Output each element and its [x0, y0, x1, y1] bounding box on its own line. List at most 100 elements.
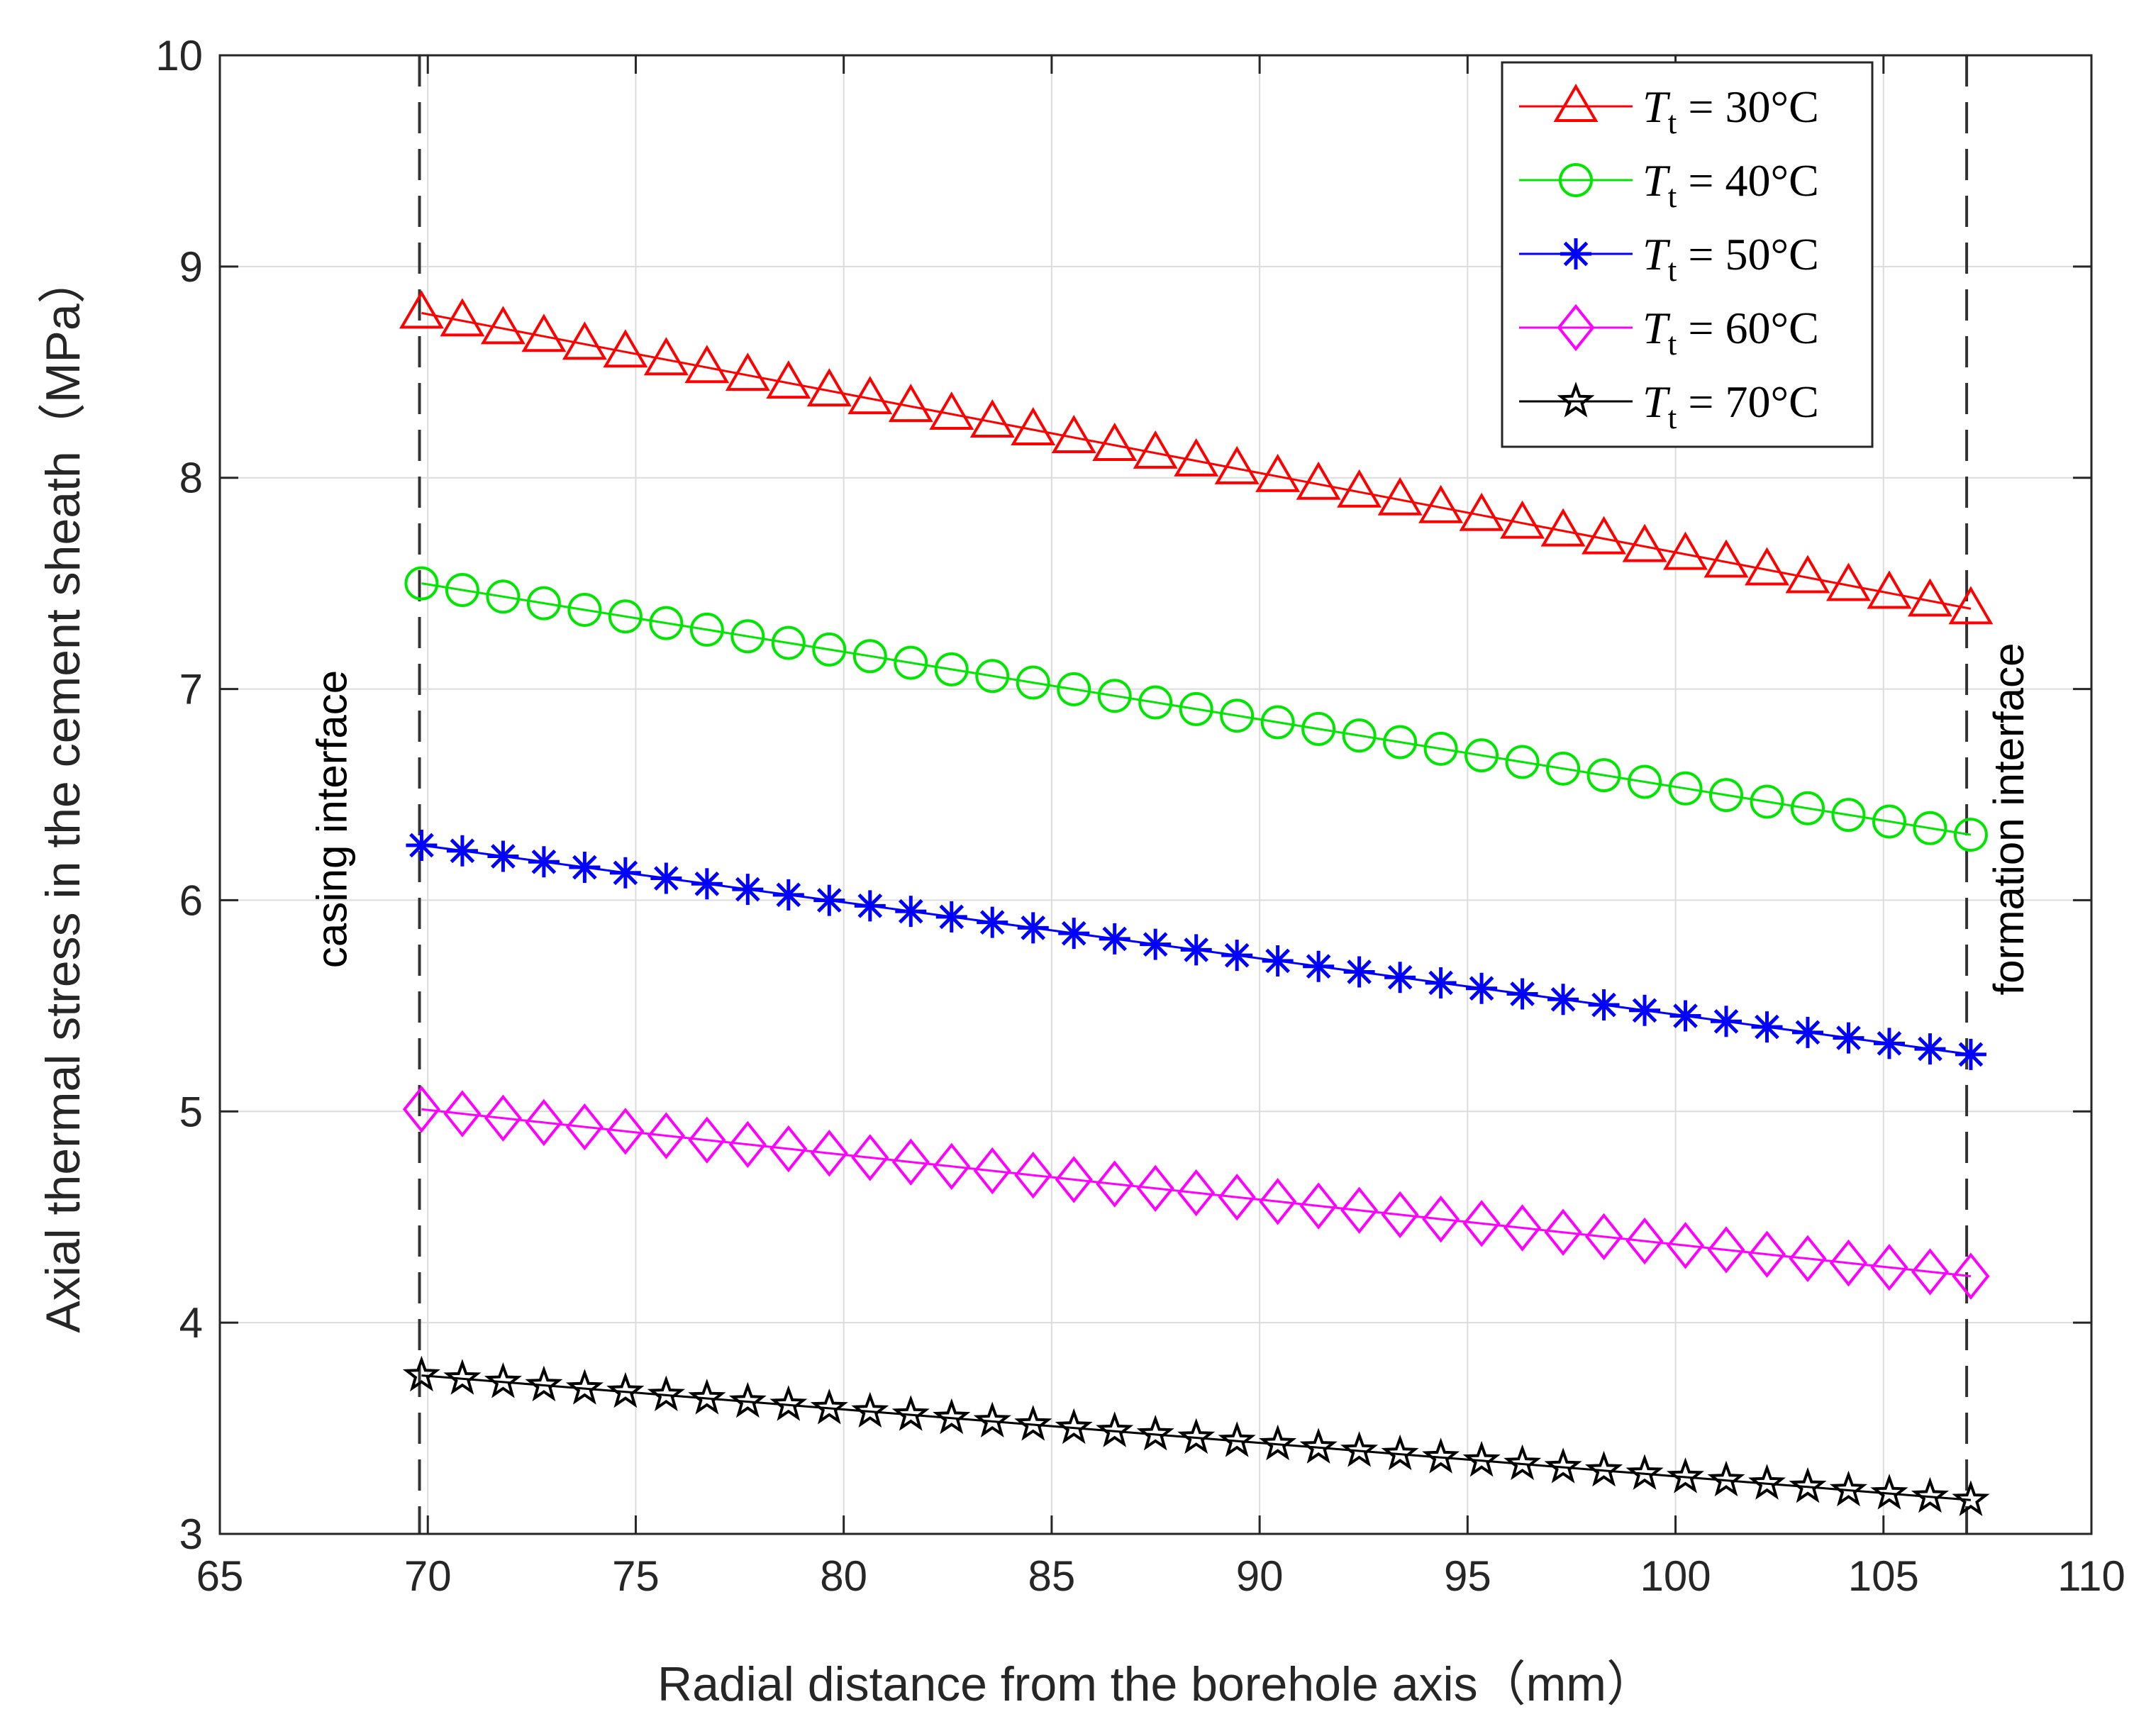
data-point [484, 1094, 522, 1142]
data-point [1584, 1213, 1623, 1261]
data-point [730, 619, 765, 654]
data-point [1628, 764, 1662, 799]
data-point [1180, 934, 1212, 966]
data-point [643, 337, 689, 376]
data-point [1177, 1169, 1216, 1217]
data-point [1707, 1226, 1745, 1274]
legend-marker [1557, 304, 1595, 352]
data-point [1748, 1464, 1786, 1500]
data-point [1418, 484, 1464, 523]
data-point [1504, 1444, 1542, 1481]
data-point [1096, 1160, 1134, 1208]
data-point [1500, 500, 1545, 539]
data-point [1459, 492, 1504, 531]
y-tick-label: 8 [179, 455, 203, 502]
data-point [606, 1371, 645, 1408]
data-point [688, 1116, 726, 1164]
data-point [1544, 1208, 1582, 1256]
data-point [1384, 962, 1416, 994]
data-point [1218, 1421, 1256, 1457]
data-point [1177, 1418, 1216, 1454]
y-axis-ticks: 3 4 5 6 7 8 9 10 [155, 32, 2091, 1558]
data-point [1506, 978, 1538, 1010]
data-point [1544, 1447, 1582, 1484]
data-point [977, 906, 1008, 938]
data-point [446, 835, 478, 867]
data-point [688, 1379, 726, 1415]
data-point [1789, 1467, 1827, 1503]
data-point [969, 399, 1015, 438]
data-point [929, 391, 974, 430]
data-point [1255, 453, 1301, 492]
data-point [1751, 1011, 1783, 1043]
data-point [1540, 508, 1586, 547]
data-point [404, 566, 439, 601]
data-point [526, 586, 561, 621]
data-point [528, 846, 560, 878]
series-line [421, 1374, 1972, 1501]
data-point [1584, 1450, 1623, 1487]
data-point [851, 1391, 889, 1428]
data-point [973, 1401, 1011, 1437]
x-tick-label: 90 [1236, 1552, 1284, 1600]
data-point [1948, 586, 1994, 625]
data-point [1337, 469, 1382, 508]
series-1 [399, 290, 1994, 625]
y-tick-label: 5 [179, 1088, 203, 1135]
data-point [1051, 414, 1096, 453]
data-point [1911, 1476, 1950, 1513]
data-point [1955, 1038, 1986, 1070]
data-point [973, 1147, 1011, 1195]
data-point [1833, 1022, 1864, 1054]
data-point [1789, 1235, 1827, 1283]
data-point [935, 901, 967, 933]
data-point [1707, 1460, 1745, 1497]
data-point [1422, 1195, 1460, 1243]
data-point [567, 592, 602, 627]
data-point [1262, 945, 1294, 976]
y-tick-label: 7 [179, 666, 203, 713]
legend-entry: Tt = 30°C [1519, 82, 1819, 140]
data-point [1423, 731, 1458, 766]
data-point [1014, 1151, 1052, 1199]
data-point [1831, 798, 1866, 833]
data-point [851, 1134, 889, 1181]
data-point [1668, 771, 1703, 806]
data-point [1913, 811, 1947, 845]
data-point [1625, 1454, 1664, 1490]
data-point [1092, 422, 1138, 461]
grid-lines [220, 55, 2091, 1534]
data-point [1017, 912, 1049, 944]
data-point [1340, 1431, 1379, 1467]
data-point [1343, 956, 1375, 988]
data-point [812, 632, 847, 667]
data-point [1014, 1405, 1052, 1441]
data-point [766, 360, 811, 399]
data-point [1666, 1457, 1704, 1493]
y-tick-label: 3 [179, 1510, 203, 1558]
data-point [1133, 430, 1178, 469]
data-point [1221, 940, 1253, 972]
data-point [1136, 1164, 1174, 1212]
data-point [606, 1108, 645, 1155]
data-point [1785, 555, 1830, 594]
data-point [1011, 407, 1056, 445]
data-point [1952, 1252, 1990, 1300]
data-point [1825, 562, 1871, 601]
legend-label: Tt = 30°C [1643, 82, 1819, 140]
data-point [1425, 967, 1457, 998]
x-tick-label: 70 [404, 1552, 452, 1600]
y-tick-label: 10 [155, 32, 203, 79]
data-point [650, 862, 682, 894]
data-point [891, 1395, 930, 1431]
x-tick-label: 95 [1444, 1552, 1491, 1600]
data-point [1629, 994, 1661, 1026]
data-point [1462, 1440, 1501, 1477]
data-point [934, 652, 969, 686]
x-tick-label: 100 [1640, 1552, 1711, 1600]
formation-interface-label: formation interface [1985, 643, 2033, 996]
data-point [1214, 445, 1260, 484]
data-point [1870, 1474, 1908, 1510]
data-point [933, 1398, 971, 1435]
